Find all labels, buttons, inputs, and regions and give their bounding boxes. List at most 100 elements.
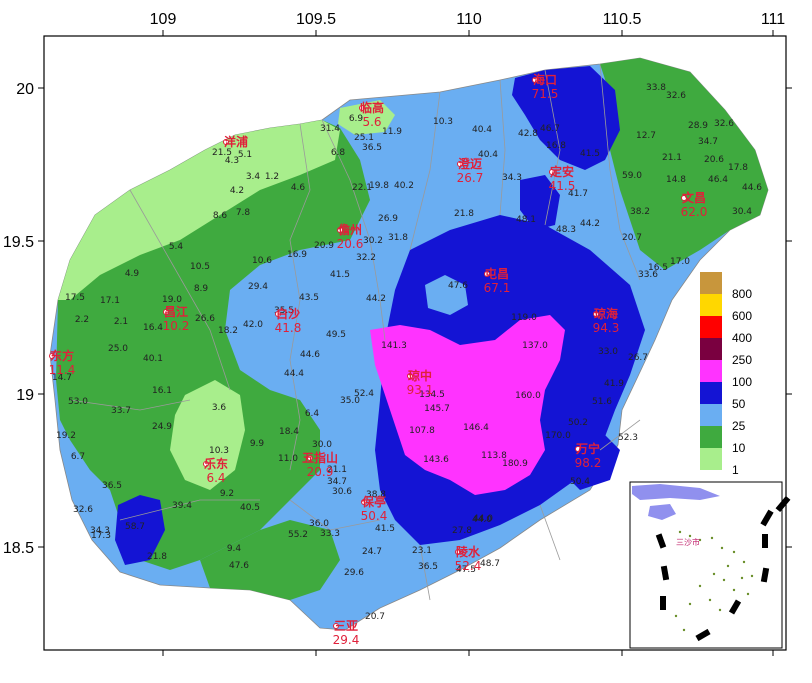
rainfall-value: 17.5 (65, 293, 85, 303)
city-marker (549, 169, 555, 175)
rainfall-value: 12.7 (636, 131, 656, 141)
legend: 800 600 400 250 100 50 25 10 1 (700, 272, 752, 477)
rainfall-value: 38.8 (366, 490, 386, 500)
rainfall-value: 52.4 (354, 389, 374, 399)
rainfall-value: 42.8 (518, 129, 538, 139)
rainfall-value: 5.1 (238, 150, 252, 160)
city-name: 万宁 (575, 441, 600, 456)
rainfall-value: 11.9 (382, 127, 402, 137)
rainfall-value: 5.4 (169, 242, 184, 252)
lon-tick-label: 111 (761, 11, 785, 28)
city-value: 26.7 (457, 171, 484, 185)
zone-1-10-northwest (58, 120, 340, 300)
legend-label: 1 (732, 463, 739, 477)
rainfall-value: 107.8 (409, 426, 435, 436)
rainfall-value: 38.2 (630, 207, 650, 217)
rainfall-value: 180.9 (502, 459, 528, 469)
city-marker (203, 461, 209, 467)
rainfall-value: 113.8 (481, 451, 507, 461)
rainfall-value: 47.6 (448, 281, 468, 291)
city-name: 洋浦 (224, 134, 248, 149)
rainfall-value: 27.8 (452, 526, 472, 536)
rainfall-value: 16.9 (287, 250, 307, 260)
rainfall-value: 8.9 (194, 284, 209, 294)
rainfall-value: 48.7 (480, 559, 500, 569)
rainfall-value: 41.9 (604, 379, 624, 389)
rainfall-value: 34.7 (327, 477, 347, 487)
city-name: 海口 (533, 72, 557, 87)
city-name: 五指山 (302, 450, 338, 465)
rainfall-value: 23.1 (412, 546, 432, 556)
rainfall-value: 40.5 (240, 503, 260, 513)
rainfall-value: 20.7 (365, 612, 385, 622)
rainfall-value: 33.7 (111, 406, 131, 416)
legend-swatch (700, 426, 722, 448)
rainfall-value: 16.5 (648, 263, 668, 273)
rainfall-value: 26.7 (628, 353, 648, 363)
rainfall-value: 3.6 (212, 403, 227, 413)
inset-islands (662, 530, 754, 638)
rainfall-value: 2.1 (114, 317, 128, 327)
zone-50-100-dingan (520, 175, 560, 230)
rainfall-value: 32.6 (73, 505, 93, 515)
city-name: 儋州 (338, 222, 362, 237)
rainfall-value: 9.4 (227, 544, 242, 554)
city-value: 41.5 (549, 179, 576, 193)
rainfall-value: 52.3 (618, 433, 638, 443)
rainfall-value: 36.0 (309, 519, 329, 529)
city-marker (337, 227, 343, 233)
lat-tick-label: 18.5 (3, 540, 34, 557)
city-value: 62.0 (681, 205, 708, 219)
lat-tick-label: 20 (16, 81, 34, 98)
rainfall-value: 20.9 (314, 241, 334, 251)
rainfall-value: 24.9 (152, 422, 172, 432)
zone-25-50-pocket (425, 275, 468, 315)
county-boundaries (69, 63, 641, 601)
zone-1-10-lingao (338, 100, 395, 135)
rainfall-value: 44.6 (742, 183, 762, 193)
legend-label: 10 (732, 441, 746, 455)
inset-map: 三沙市 (629, 481, 791, 649)
rainfall-value: 21.5 (212, 148, 232, 158)
rainfall-value: 20.7 (622, 233, 642, 243)
lon-tick-label: 109 (150, 11, 177, 28)
city-value: 20.9 (307, 465, 334, 479)
rainfall-value: 33.6 (638, 270, 658, 280)
rainfall-value: 41.5 (375, 524, 395, 534)
rainfall-value: 32.2 (356, 253, 376, 263)
rainfall-value: 17.3 (91, 531, 111, 541)
rainfall-value: 35.5 (274, 306, 294, 316)
city-name: 乐东 (204, 456, 228, 471)
rainfall-value: 44.4 (284, 369, 304, 379)
city-marker (457, 161, 463, 167)
city-marker (455, 549, 461, 555)
city-name: 白沙 (276, 306, 300, 321)
rainfall-value: 160.0 (515, 391, 541, 401)
rainfall-values: 33.832.628.934.732.612.721.1 20.617.846.4… (52, 83, 762, 622)
legend-swatch (700, 316, 722, 338)
legend-label: 800 (732, 287, 752, 301)
rainfall-value: 44.6 (300, 350, 320, 360)
rainfall-value: 146.4 (463, 423, 489, 433)
rainfall-value: 141.3 (381, 341, 407, 351)
rainfall-value: 1.2 (265, 172, 279, 182)
rainfall-value: 2.2 (75, 315, 89, 325)
rainfall-value: 4.6 (291, 183, 306, 193)
rainfall-value: 8.6 (213, 211, 228, 221)
city-name: 琼海 (594, 306, 618, 321)
rainfall-value: 6.9 (349, 114, 364, 124)
city-name: 东方 (50, 348, 74, 363)
legend-label: 100 (732, 375, 752, 389)
rainfall-value: 44.2 (366, 294, 386, 304)
rainfall-value: 30.0 (312, 440, 332, 450)
rainfall-value: 41.5 (580, 149, 600, 159)
rainfall-value: 30.4 (732, 207, 752, 217)
city-name: 屯昌 (485, 266, 509, 281)
legend-label: 50 (732, 397, 746, 411)
rainfall-value: 24.7 (362, 547, 382, 557)
rainfall-value: 14.7 (52, 373, 72, 383)
rainfall-value: 29.4 (248, 282, 268, 292)
rainfall-value: 16.4 (143, 323, 163, 333)
rainfall-value: 19.2 (56, 431, 76, 441)
